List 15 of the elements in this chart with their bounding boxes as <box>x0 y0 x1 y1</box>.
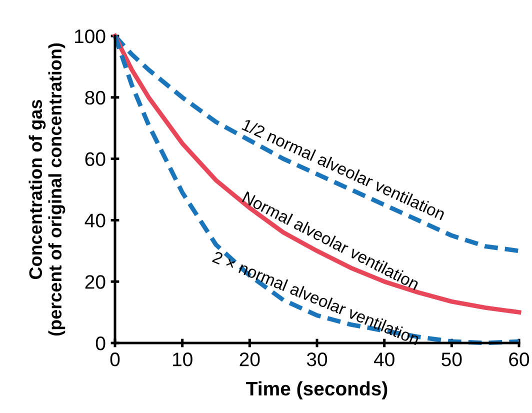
x-tick-label: 30 <box>306 352 328 366</box>
x-tick-label: 0 <box>110 352 120 366</box>
y-tick-label: 80 <box>85 90 106 105</box>
y-tick-label: 100 <box>75 29 106 44</box>
y-tick-label: 0 <box>96 336 106 350</box>
y-axis-title: Concentration of gas (percent of original concentration) <box>28 43 66 336</box>
y-tick-label: 20 <box>85 275 106 289</box>
x-tick-label: 20 <box>240 352 260 366</box>
x-tick-label: 60 <box>509 352 530 366</box>
y-tick-label: 60 <box>85 152 106 166</box>
x-tick-label: 10 <box>173 352 192 366</box>
x-tick-label: 50 <box>442 352 462 366</box>
y-tick-label: 40 <box>84 214 106 228</box>
x-axis-title: Time (seconds) <box>246 381 388 400</box>
x-tick-label: 40 <box>374 352 394 366</box>
